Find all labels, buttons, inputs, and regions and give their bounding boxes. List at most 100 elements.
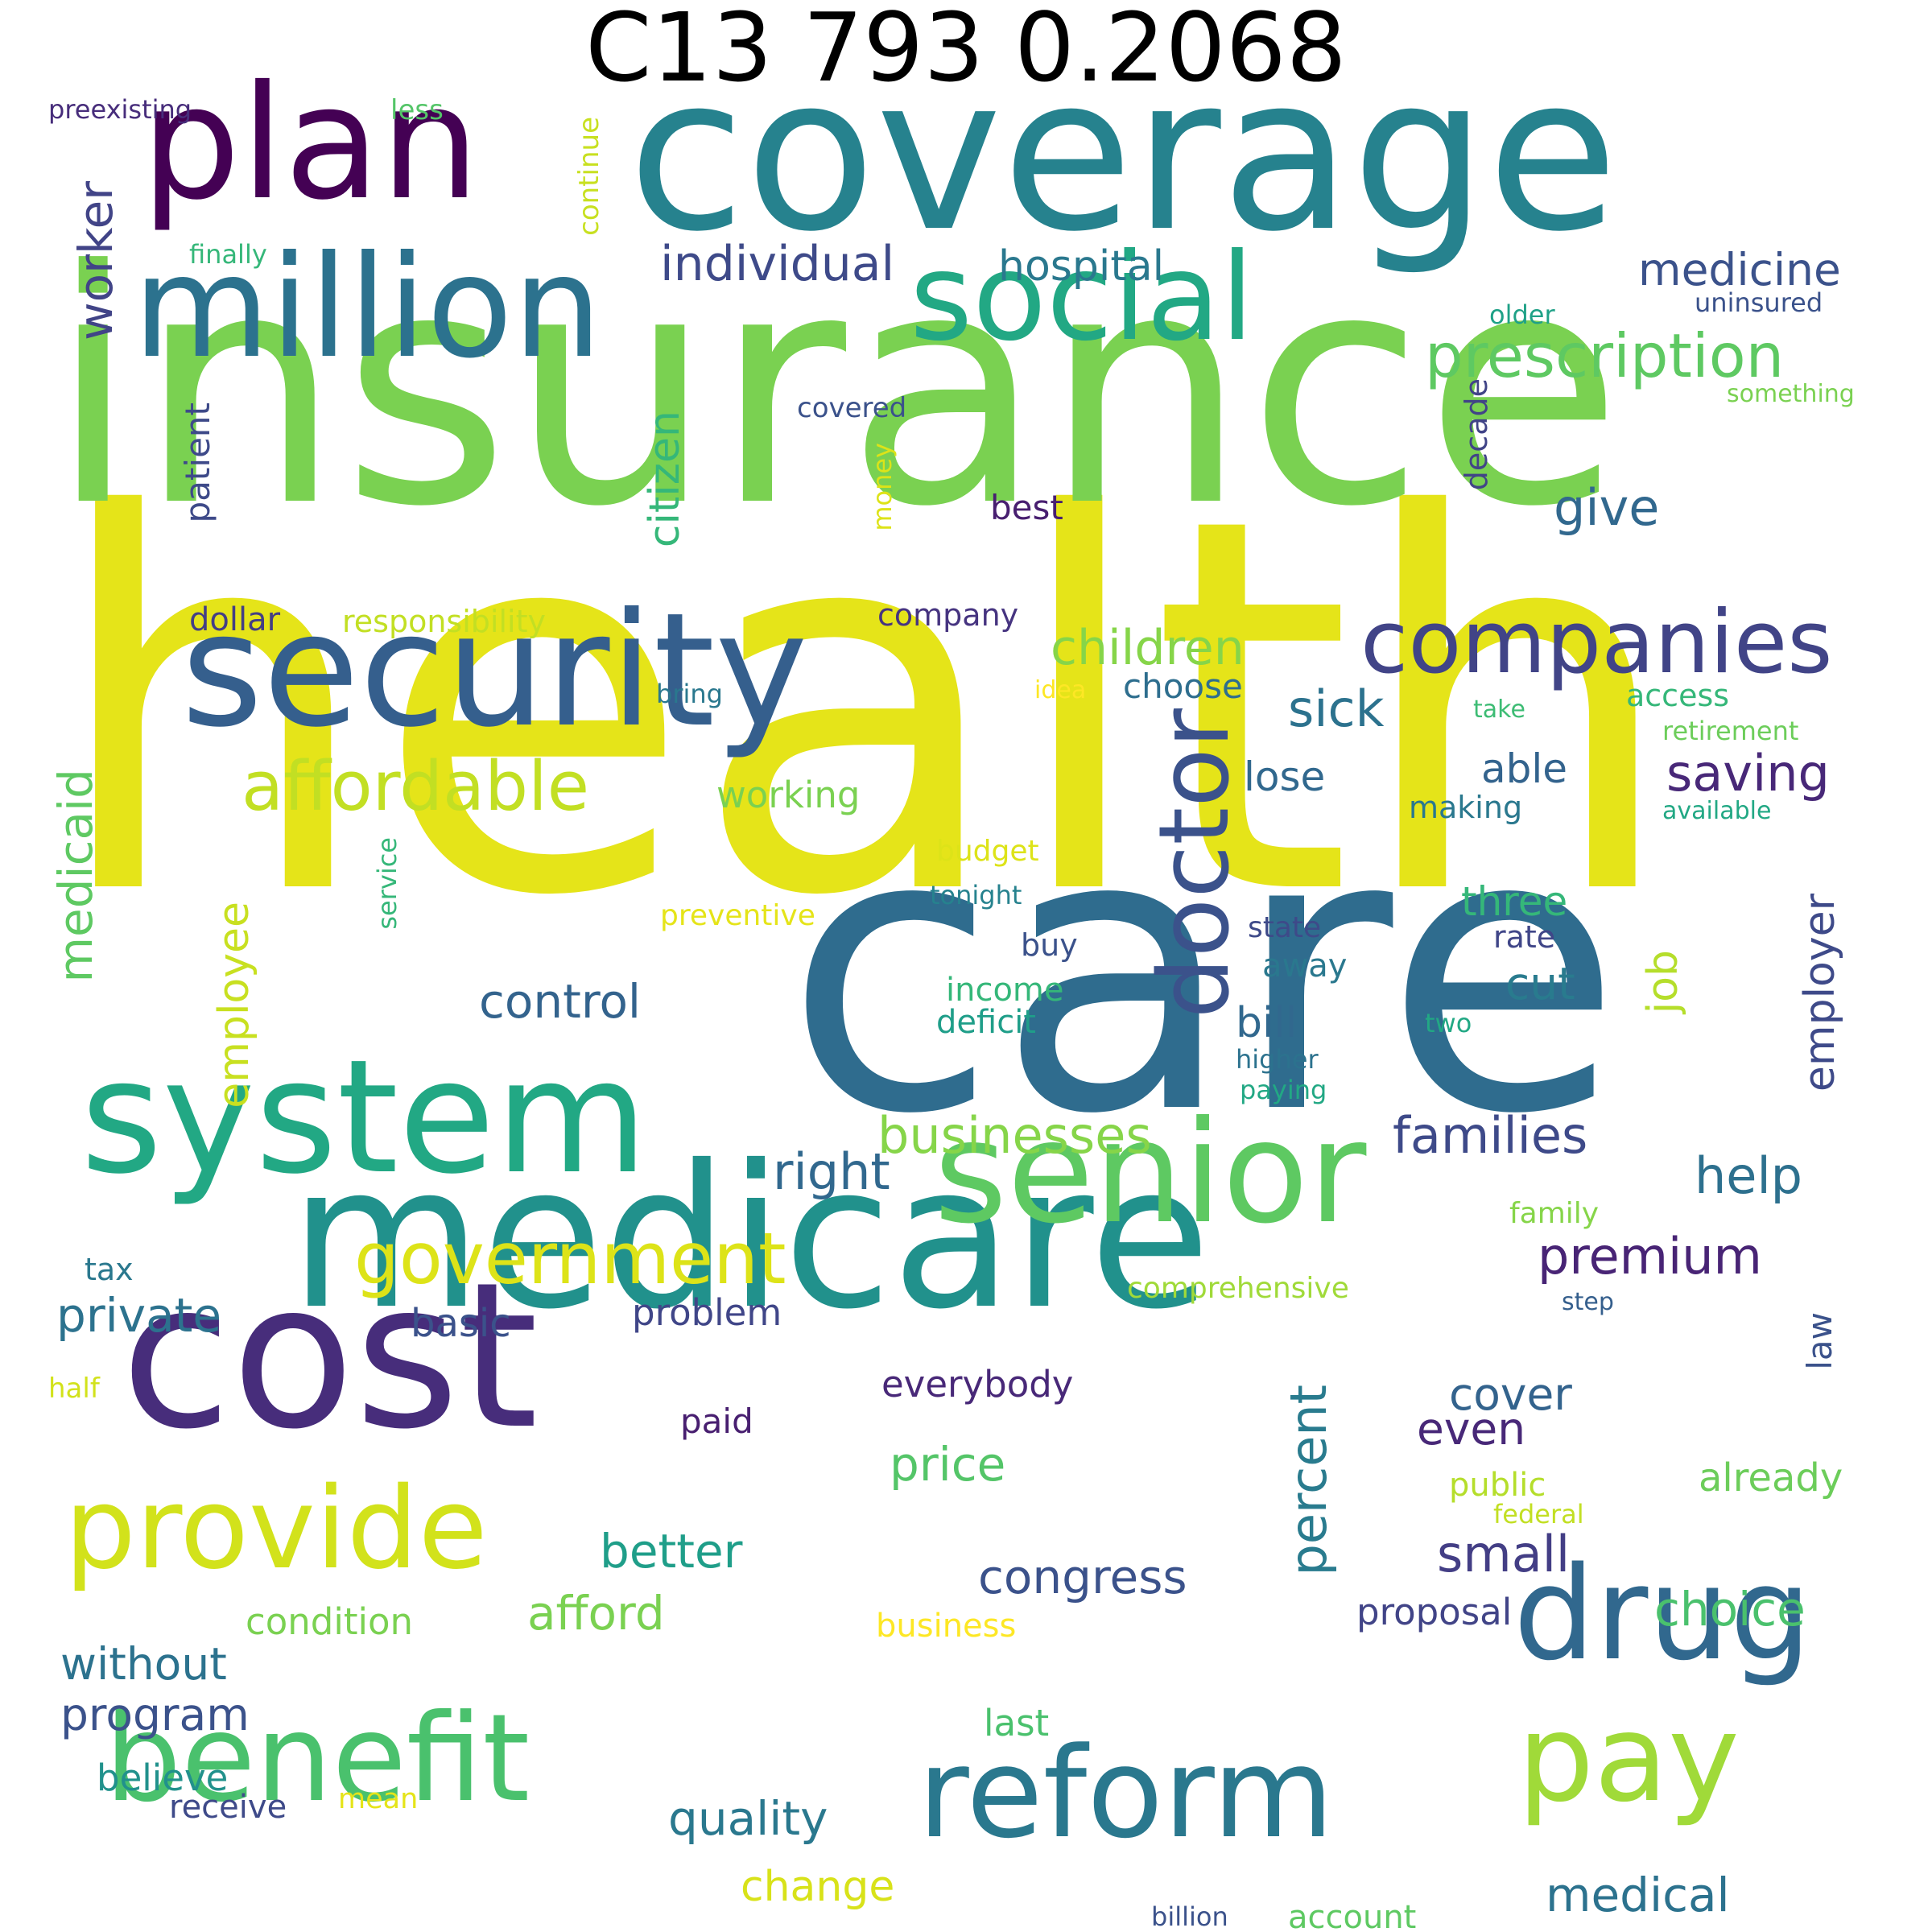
word-tonight: tonight: [930, 880, 1022, 910]
word-doctor: doctor: [1139, 708, 1251, 1019]
word-give: give: [1554, 478, 1660, 537]
word-mean: mean: [338, 1783, 419, 1815]
word-three: three: [1461, 878, 1568, 925]
word-state: state: [1248, 911, 1322, 944]
word-comprehensive: comprehensive: [1127, 1272, 1349, 1305]
word-deficit: deficit: [936, 1004, 1036, 1041]
word-finally: finally: [189, 239, 267, 270]
word-prescription: prescription: [1425, 320, 1785, 391]
word-system: system: [80, 1026, 648, 1208]
word-benefit: benefit: [105, 1689, 530, 1829]
word-last: last: [984, 1702, 1050, 1744]
word-condition: condition: [246, 1600, 414, 1643]
word-job: job: [1639, 950, 1687, 1014]
word-families: families: [1393, 1106, 1588, 1165]
word-dollar: dollar: [189, 601, 281, 638]
word-drug: drug: [1513, 1538, 1812, 1689]
word-money: money: [867, 443, 898, 531]
word-security: security: [181, 579, 808, 762]
word-cover: cover: [1449, 1368, 1572, 1420]
word-care: care: [785, 749, 1623, 1199]
word-tax: tax: [85, 1252, 134, 1287]
word-half: half: [48, 1373, 100, 1405]
word-lose: lose: [1244, 753, 1326, 800]
word-medical: medical: [1546, 1868, 1730, 1922]
word-sick: sick: [1288, 679, 1385, 738]
word-congress: congress: [978, 1550, 1187, 1604]
word-uninsured: uninsured: [1695, 287, 1823, 318]
word-proposal: proposal: [1356, 1591, 1513, 1633]
word-business: business: [876, 1608, 1017, 1645]
word-basic: basic: [411, 1301, 511, 1346]
word-rate: rate: [1493, 919, 1556, 955]
word-continue: continue: [573, 117, 605, 236]
word-without: without: [60, 1638, 227, 1690]
word-worker: worker: [68, 181, 123, 341]
word-social: social: [910, 228, 1254, 368]
word-plan: plan: [141, 52, 481, 234]
word-better: better: [600, 1524, 743, 1579]
word-affordable: affordable: [242, 747, 590, 827]
word-best: best: [990, 488, 1063, 527]
word-reform: reform: [918, 1720, 1335, 1866]
word-coverage: coverage: [628, 31, 1619, 279]
word-account: account: [1288, 1899, 1417, 1932]
word-retirement: retirement: [1662, 716, 1799, 746]
word-bill: bill: [1236, 999, 1298, 1047]
word-family: family: [1509, 1197, 1600, 1230]
word-premium: premium: [1538, 1227, 1762, 1286]
word-patient: patient: [178, 402, 217, 523]
word-buy: buy: [1021, 927, 1078, 963]
word-service: service: [372, 837, 402, 930]
word-cost: cost: [121, 1239, 539, 1473]
word-bring: bring: [656, 679, 723, 709]
word-medicaid: medicaid: [48, 769, 103, 983]
word-working: working: [716, 774, 861, 816]
word-making: making: [1409, 790, 1523, 825]
word-budget: budget: [936, 835, 1039, 868]
word-already: already: [1699, 1455, 1843, 1501]
word-paying: paying: [1240, 1075, 1327, 1105]
word-afford: afford: [527, 1586, 665, 1641]
word-billion: billion: [1151, 1901, 1228, 1932]
word-away: away: [1262, 947, 1348, 985]
word-something: something: [1727, 380, 1855, 408]
word-price: price: [890, 1437, 1006, 1492]
word-employer: employer: [1796, 894, 1844, 1092]
word-cut: cut: [1505, 958, 1575, 1009]
word-small: small: [1437, 1525, 1571, 1583]
word-believe: believe: [97, 1757, 229, 1799]
word-choose: choose: [1123, 667, 1243, 706]
word-health: health: [48, 408, 1679, 1008]
word-problem: problem: [632, 1291, 782, 1334]
word-medicine: medicine: [1638, 244, 1841, 295]
word-income: income: [946, 972, 1064, 1009]
word-program: program: [60, 1689, 250, 1740]
word-everybody: everybody: [881, 1363, 1074, 1406]
word-employee: employee: [210, 902, 258, 1108]
word-decade: decade: [1459, 378, 1494, 491]
word-quality: quality: [668, 1791, 828, 1846]
word-right: right: [773, 1142, 890, 1201]
word-medicare: medicare: [290, 1123, 1211, 1352]
word-control: control: [479, 974, 642, 1029]
word-paid: paid: [680, 1402, 753, 1441]
word-higher: higher: [1236, 1044, 1319, 1075]
word-law: law: [1800, 1312, 1839, 1370]
word-help: help: [1695, 1146, 1803, 1205]
word-percent: percent: [1279, 1385, 1338, 1576]
word-change: change: [741, 1863, 895, 1911]
word-covered: covered: [797, 392, 907, 424]
word-public: public: [1449, 1467, 1546, 1504]
word-senior: senior: [934, 1092, 1367, 1255]
word-access: access: [1626, 678, 1730, 713]
word-saving: saving: [1666, 744, 1830, 803]
word-company: company: [877, 597, 1019, 633]
word-preventive: preventive: [660, 899, 815, 932]
word-idea: idea: [1034, 676, 1087, 704]
word-private: private: [56, 1288, 222, 1343]
word-pay: pay: [1517, 1689, 1740, 1829]
word-available: available: [1662, 797, 1772, 825]
